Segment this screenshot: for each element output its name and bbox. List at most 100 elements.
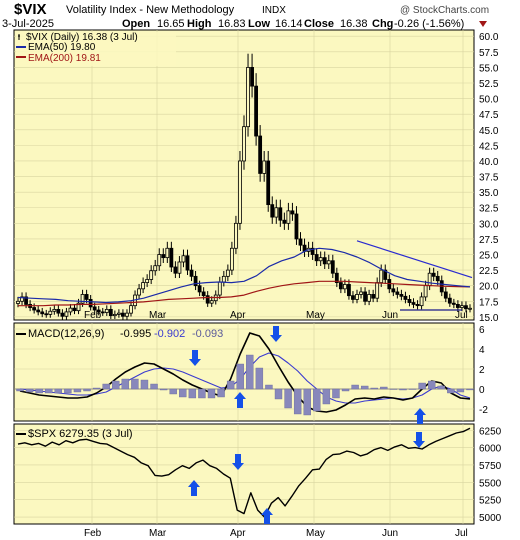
vix-candle	[411, 298, 416, 309]
macd-hist-bar	[217, 388, 225, 398]
macd-hist-bar	[179, 388, 187, 398]
macd-hist-bar	[360, 385, 369, 390]
vix-candle	[347, 279, 351, 300]
vix-candle	[262, 150, 267, 182]
candle-body	[161, 254, 166, 259]
candle-body	[76, 302, 81, 312]
candle-body	[355, 294, 359, 300]
candle-body	[197, 285, 202, 293]
open-label: Open	[122, 18, 150, 30]
y-tick-label: 0	[479, 385, 485, 396]
spx-down-arrow-icon	[232, 454, 244, 470]
y-tick-label: 22.5	[479, 266, 499, 277]
macd-hist-bar	[456, 388, 465, 393]
vix-candle	[36, 306, 41, 316]
vix-candle	[60, 309, 65, 320]
legend-signal-value: -0.902	[154, 328, 185, 340]
vix-candle	[32, 303, 37, 314]
y-tick-label: 25.0	[479, 251, 499, 262]
macd-down-arrow-icon	[189, 350, 201, 366]
macd-hist-bar	[418, 382, 426, 390]
vix-candle	[298, 232, 303, 251]
chart-title: Volatility Index - New Methodology	[66, 4, 235, 16]
vix-candle	[455, 300, 460, 312]
candle-body	[447, 297, 452, 304]
vix-candle	[419, 292, 424, 310]
candle-body	[64, 311, 69, 317]
candle-body	[286, 210, 291, 224]
vix-candle	[310, 241, 315, 260]
candle-body	[112, 313, 117, 317]
candle-body	[455, 304, 460, 308]
high-value: 16.83	[218, 18, 246, 30]
vix-candle	[129, 301, 133, 317]
vix-candle	[108, 305, 113, 319]
vix-candle	[181, 249, 186, 268]
vix-candle	[330, 254, 335, 279]
macd-hist-bar	[16, 388, 24, 392]
vix-candle	[112, 310, 117, 319]
candle-body	[72, 307, 77, 312]
vix-candle	[104, 305, 109, 316]
candle-body	[326, 260, 331, 265]
macd-hist-bar	[303, 388, 311, 416]
macd-legend: MACD(12,26,9) -0.995 -0.902 -0.093	[16, 328, 223, 340]
vix-candle	[326, 254, 331, 270]
x-tick-label: May	[306, 310, 325, 321]
macd-hist-bar	[351, 384, 359, 390]
macd-hist-bar	[313, 388, 321, 412]
candle-body	[40, 311, 45, 315]
candle-body	[169, 247, 174, 268]
vix-candle	[125, 309, 129, 320]
macd-hist-bar	[341, 388, 350, 392]
vix-candle	[185, 249, 190, 276]
vix-candle	[407, 294, 412, 307]
vix-candle	[20, 292, 24, 306]
vix-candle	[338, 277, 343, 294]
candle-body	[427, 272, 432, 287]
candle-body	[44, 313, 49, 316]
candle-body	[347, 284, 351, 297]
vix-candle	[282, 212, 287, 230]
vix-candle	[48, 307, 53, 318]
candle-body	[270, 204, 275, 218]
vix-candle	[193, 270, 198, 291]
macd-hist-bar	[169, 388, 177, 395]
macd-hist-bar	[466, 388, 474, 391]
macd-peak-arrow-icon	[270, 326, 282, 342]
macd-hist-bar	[284, 388, 292, 409]
vix-candle	[189, 264, 194, 282]
macd-hist-bar	[370, 387, 378, 390]
vix-candle	[137, 283, 141, 300]
spx-line	[17, 427, 471, 518]
candle-body	[104, 308, 109, 313]
candle-body	[16, 300, 20, 304]
y-tick-label: 60.0	[479, 32, 499, 43]
candle-body	[145, 279, 150, 283]
candle-body	[258, 135, 263, 174]
candle-body	[318, 257, 323, 262]
vix-candle	[334, 267, 339, 288]
vix-candle	[403, 291, 408, 304]
downtrend-line	[356, 240, 473, 279]
candle-body	[225, 269, 230, 277]
y-tick-label: 30.0	[479, 219, 499, 230]
candle-body	[451, 302, 456, 305]
vix-candle	[415, 300, 420, 310]
candle-body	[375, 282, 380, 299]
x-tick-label: Mar	[149, 528, 167, 539]
legend-background	[16, 32, 176, 66]
open-value: 16.65	[157, 18, 185, 30]
candle-body	[310, 247, 315, 255]
macd-jun-arrow-icon	[414, 408, 426, 424]
macd-hist-bar	[332, 388, 340, 399]
candle-body	[338, 282, 343, 290]
x-tick-label: Mar	[149, 310, 167, 321]
candle-body	[165, 247, 170, 259]
macd-hist-bar	[428, 380, 436, 390]
candle-body	[68, 307, 73, 313]
vix-candle	[161, 248, 166, 263]
chg-value: -0.26 (-1.56%)	[394, 18, 464, 30]
legend-ema200: EMA(200) 19.81	[28, 53, 101, 64]
candle-body	[221, 275, 226, 283]
